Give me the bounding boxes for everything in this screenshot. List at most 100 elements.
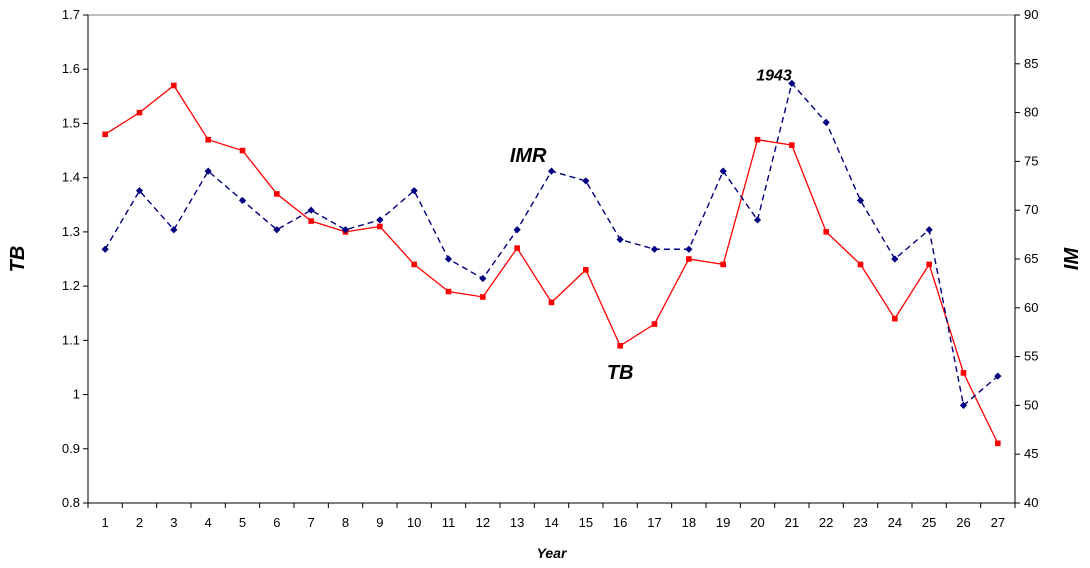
- tb-data-point: [651, 321, 658, 327]
- x-tick-label: 14: [544, 515, 558, 530]
- left-axis-title: TB: [7, 246, 29, 273]
- tb-data-point: [960, 370, 967, 376]
- x-tick-label: 13: [510, 515, 524, 530]
- right-tick-label: 90: [1024, 7, 1038, 22]
- imr-data-point: [513, 226, 521, 234]
- left-tick-label: 1.5: [62, 115, 80, 130]
- imr-data-point: [170, 226, 178, 234]
- x-tick-label: 5: [239, 515, 246, 530]
- right-tick-label: 85: [1024, 56, 1038, 71]
- tb-data-point: [377, 223, 383, 230]
- tb-data-point: [789, 142, 795, 148]
- tb-data-point: [686, 256, 692, 262]
- annotations: IMR TB 1943: [510, 67, 792, 383]
- imr-data-point: [204, 167, 212, 175]
- left-tick-label: 1.2: [62, 278, 80, 293]
- imr-data-point: [410, 187, 418, 195]
- imr-data-point: [994, 372, 1002, 380]
- tb-data-point: [548, 299, 555, 306]
- imr-data-point: [753, 216, 762, 224]
- x-tick-label: 16: [613, 515, 627, 530]
- left-tick-label: 1.6: [62, 61, 80, 76]
- tb-data-point: [857, 261, 864, 268]
- x-tick-label: 10: [407, 515, 421, 530]
- x-tick-label: 11: [442, 515, 456, 530]
- x-tick-label: 7: [308, 515, 315, 530]
- tb-data-point: [480, 294, 486, 300]
- imr-data-point: [307, 206, 315, 214]
- tb-data-point: [205, 136, 211, 143]
- annotation-imr: IMR: [510, 145, 547, 167]
- right-tick-label: 75: [1024, 153, 1038, 168]
- x-tick-label: 18: [682, 515, 696, 530]
- x-tick-label: 25: [922, 515, 936, 530]
- left-tick-label: 1: [73, 387, 80, 402]
- x-tick-label: 23: [853, 515, 867, 530]
- x-axis-title: Year: [537, 545, 568, 561]
- tb-data-point: [926, 261, 932, 268]
- x-tick-label: 6: [273, 515, 280, 530]
- tb-data-point: [720, 261, 726, 268]
- right-tick-label: 55: [1024, 349, 1038, 364]
- x-tick-label: 9: [376, 515, 383, 530]
- x-tick-label: 19: [716, 515, 730, 530]
- imr-data-point: [376, 216, 384, 224]
- x-tick-label: 3: [170, 515, 177, 530]
- x-tick-label: 1: [102, 515, 109, 530]
- x-tick-label: 4: [205, 515, 212, 530]
- imr-data-point: [856, 196, 865, 205]
- tb-data-point: [514, 245, 520, 251]
- tick-labels: 0.80.911.11.21.31.41.51.61.7404550556065…: [62, 7, 1039, 530]
- x-tick-label: 8: [342, 515, 349, 530]
- imr-data-point: [135, 187, 144, 195]
- left-tick-label: 0.9: [62, 441, 80, 456]
- annotation-1943: 1943: [756, 67, 792, 84]
- right-tick-label: 45: [1024, 446, 1038, 461]
- tb-data-point: [171, 82, 177, 89]
- x-tick-label: 26: [956, 515, 970, 530]
- right-tick-label: 40: [1024, 495, 1038, 510]
- left-tick-label: 1.1: [62, 332, 80, 347]
- imr-data-point: [788, 79, 796, 87]
- tb-data-point: [136, 109, 143, 116]
- imr-data-point: [341, 226, 350, 234]
- left-tick-label: 0.8: [62, 495, 80, 510]
- imr-data-point: [616, 235, 624, 244]
- right-tick-label: 65: [1024, 251, 1038, 266]
- left-tick-label: 1.3: [62, 224, 80, 239]
- right-tick-label: 80: [1024, 105, 1038, 120]
- tb-data-point: [583, 267, 589, 273]
- tb-data-point: [239, 147, 246, 154]
- imr-data-point: [891, 255, 899, 263]
- tb-data-point: [308, 218, 314, 224]
- annotation-tb: TB: [607, 362, 634, 384]
- imr-data-point: [273, 226, 281, 234]
- imr-data-point: [547, 167, 556, 175]
- tb-data-point: [754, 136, 761, 143]
- imr-data-point: [479, 274, 487, 283]
- imr-data-point: [719, 167, 727, 175]
- imr-data-point: [444, 255, 453, 263]
- imr-data-point: [238, 196, 247, 205]
- x-tick-label: 20: [750, 515, 764, 530]
- tb-data-point: [274, 191, 280, 197]
- x-tick-label: 12: [476, 515, 490, 530]
- axes: [83, 14, 1020, 508]
- right-tick-label: 70: [1024, 202, 1038, 217]
- x-tick-label: 27: [991, 515, 1005, 530]
- tb-series-line: [104, 84, 999, 444]
- imr-data-point: [685, 245, 693, 253]
- left-tick-label: 1.4: [62, 170, 80, 185]
- tb-data-point: [995, 440, 1001, 447]
- tb-data-point: [445, 288, 452, 295]
- right-tick-label: 60: [1024, 300, 1038, 315]
- imr-data-point: [101, 245, 109, 253]
- series-layer: [101, 79, 1002, 447]
- x-tick-label: 2: [136, 515, 143, 530]
- imr-data-point: [650, 245, 659, 253]
- x-tick-label: 21: [785, 515, 799, 530]
- tb-data-point: [617, 342, 623, 349]
- imr-series-line: [104, 81, 999, 407]
- x-tick-label: 15: [579, 515, 593, 530]
- x-tick-label: 17: [647, 515, 661, 530]
